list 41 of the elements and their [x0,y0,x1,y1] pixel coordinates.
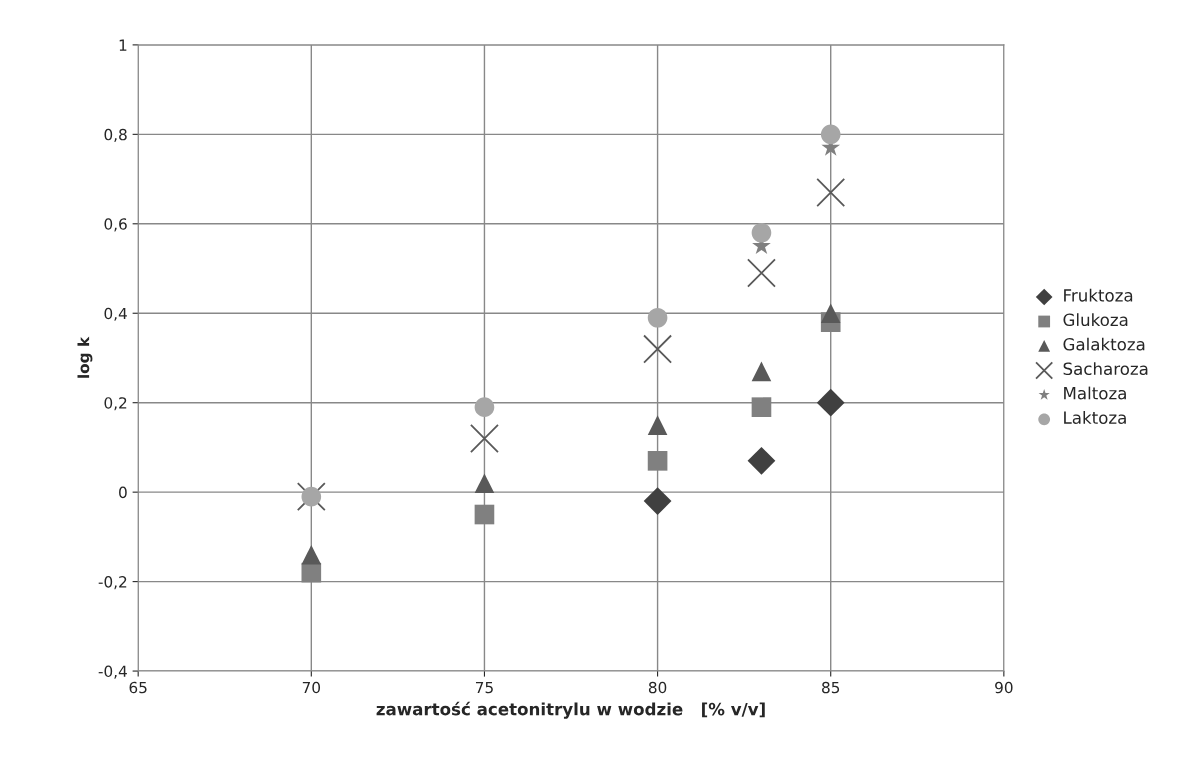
y-tick-label: 0,8 [104,128,127,142]
point [747,258,776,288]
y-tick-label: 1 [119,39,127,51]
point [747,446,776,475]
x-tick-label: 65 [129,681,147,694]
legend-label: Fruktoza [1064,288,1133,302]
legend-label: Galaktoza [1063,337,1145,351]
legend-label: Glukoza [1063,313,1128,327]
point [643,334,673,364]
point [301,544,322,565]
y-tick-label: 0,2 [104,397,127,411]
y-axis-title: log k [77,336,93,378]
point [820,303,841,324]
point [647,307,668,328]
point [643,487,672,515]
point [470,424,499,453]
x-tick-label: 75 [475,681,493,694]
y-tick-label: 0,6 [104,218,127,232]
x-tick-label: 90 [995,681,1013,694]
x-axis-title: zawartość acetonitrylu w wodzie [% v/v] [376,701,765,719]
point [751,222,772,243]
x-tick-label: 80 [648,681,667,694]
y-tick-label: 0,4 [104,307,127,321]
x-tick-label: 70 [302,681,321,694]
point [474,397,495,417]
legend-label: Laktoza [1064,411,1126,424]
point [816,178,846,207]
point [751,397,772,417]
point [647,415,668,435]
point [474,504,495,525]
point [751,361,772,382]
y-tick-label: 0 [119,486,127,499]
point [474,473,495,494]
point [816,388,845,417]
y-tick-label: -0,2 [98,576,127,590]
point [647,451,668,471]
point [820,124,841,145]
legend-label: Maltoza [1064,386,1126,400]
x-tick-label: 85 [822,681,840,694]
y-tick-label: -0,4 [98,665,127,679]
legend-label: Sacharoza [1063,362,1148,376]
